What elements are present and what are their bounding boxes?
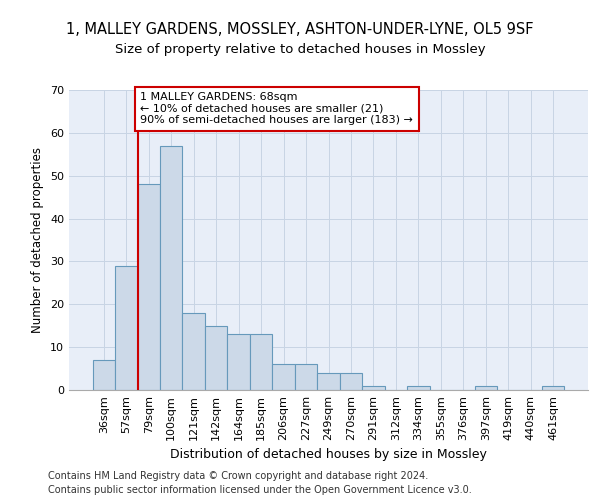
Text: Size of property relative to detached houses in Mossley: Size of property relative to detached ho…: [115, 42, 485, 56]
Bar: [407, 386, 430, 390]
Bar: [115, 266, 137, 390]
Bar: [160, 146, 182, 390]
X-axis label: Distribution of detached houses by size in Mossley: Distribution of detached houses by size …: [170, 448, 487, 462]
Bar: [362, 386, 385, 390]
Text: 1, MALLEY GARDENS, MOSSLEY, ASHTON-UNDER-LYNE, OL5 9SF: 1, MALLEY GARDENS, MOSSLEY, ASHTON-UNDER…: [66, 22, 534, 38]
Bar: [205, 326, 227, 390]
Bar: [137, 184, 160, 390]
Bar: [317, 373, 340, 390]
Text: Contains public sector information licensed under the Open Government Licence v3: Contains public sector information licen…: [48, 485, 472, 495]
Bar: [475, 386, 497, 390]
Bar: [227, 334, 250, 390]
Bar: [92, 360, 115, 390]
Y-axis label: Number of detached properties: Number of detached properties: [31, 147, 44, 333]
Bar: [272, 364, 295, 390]
Text: Contains HM Land Registry data © Crown copyright and database right 2024.: Contains HM Land Registry data © Crown c…: [48, 471, 428, 481]
Bar: [295, 364, 317, 390]
Bar: [182, 313, 205, 390]
Bar: [340, 373, 362, 390]
Text: 1 MALLEY GARDENS: 68sqm
← 10% of detached houses are smaller (21)
90% of semi-de: 1 MALLEY GARDENS: 68sqm ← 10% of detache…: [140, 92, 413, 126]
Bar: [542, 386, 565, 390]
Bar: [250, 334, 272, 390]
